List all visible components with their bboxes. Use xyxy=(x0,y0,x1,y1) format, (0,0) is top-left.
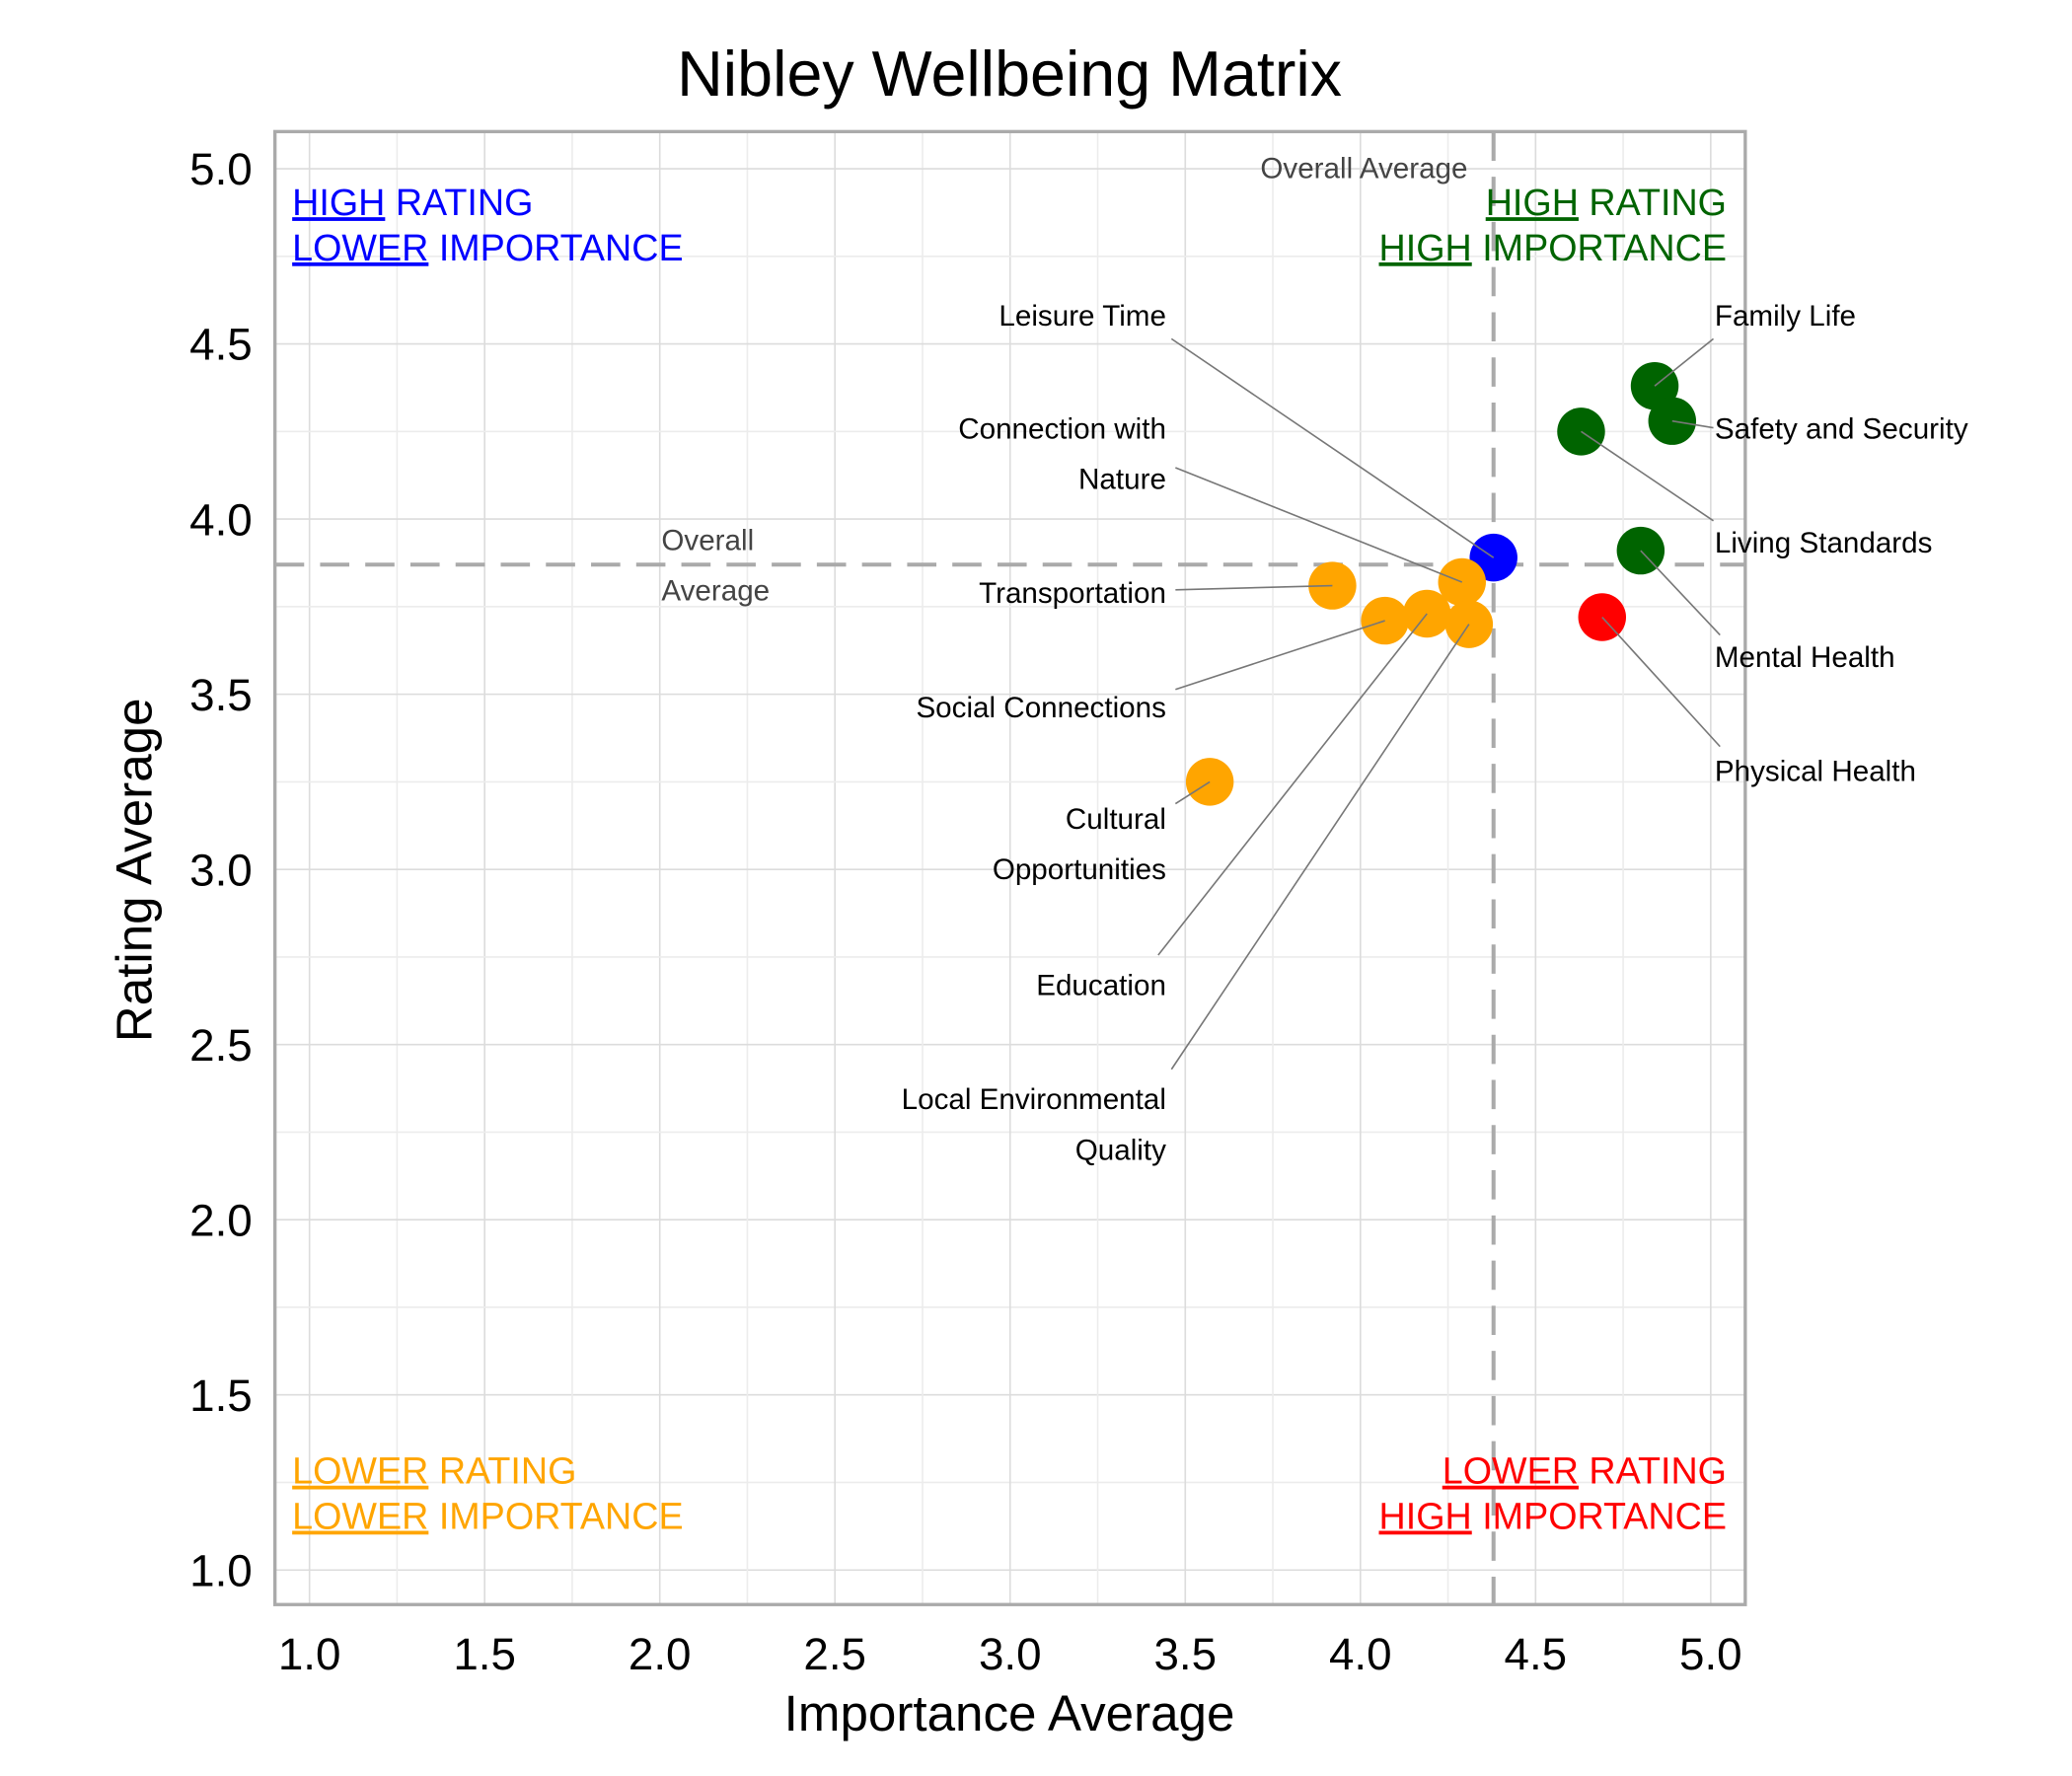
overall-average-x-label: Overall Average xyxy=(1260,152,1467,185)
y-tick-label: 5.0 xyxy=(189,144,253,194)
point-label-cultural-opportunities: Opportunities xyxy=(993,853,1166,886)
point-label-social-connections: Social Connections xyxy=(916,692,1165,724)
point-label-leisure-time: Leisure Time xyxy=(999,300,1166,333)
leader-line-physical-health xyxy=(1601,616,1721,748)
quadrant-label-bottom-left: LOWER IMPORTANCE xyxy=(292,1496,683,1537)
quadrant-label-bottom-left: LOWER RATING xyxy=(292,1450,576,1492)
leader-line-leisure-time xyxy=(1170,337,1495,558)
plot-border xyxy=(272,129,1747,1606)
x-tick-label: 1.5 xyxy=(453,1629,516,1679)
x-tick-label: 5.0 xyxy=(1679,1629,1742,1679)
quadrant-label-top-right: HIGH RATING xyxy=(1486,182,1727,223)
leader-line-cultural-opportunities xyxy=(1174,780,1211,805)
point-label-mental-health: Mental Health xyxy=(1715,641,1895,674)
y-tick-label: 1.0 xyxy=(189,1545,253,1595)
point-label-connection-with-nature: Connection with xyxy=(958,412,1166,445)
leader-line-connection-with-nature xyxy=(1175,467,1463,583)
label-word: RATING xyxy=(1579,1450,1727,1492)
x-tick-label: 2.0 xyxy=(629,1629,692,1679)
x-tick-label: 1.0 xyxy=(278,1629,341,1679)
x-axis-label: Importance Average xyxy=(784,1685,1235,1741)
leader-line-living-standards xyxy=(1581,430,1714,522)
leader-line-transportation xyxy=(1175,584,1333,591)
point-label-local-environmental-quality: Quality xyxy=(1075,1134,1166,1166)
x-tick-label: 3.5 xyxy=(1153,1629,1217,1679)
label-word: IMPORTANCE xyxy=(1472,1496,1727,1537)
leader-line-social-connections xyxy=(1175,620,1385,691)
underlined-word: HIGH xyxy=(1486,182,1579,223)
point-label-physical-health: Physical Health xyxy=(1715,756,1916,788)
tick-labels: 1.0 1.5 2.0 2.5 3.0 3.5 4.0 4.5 5.0 1.0 1.5 2.0 2.5 3… xyxy=(189,144,1741,1679)
point-label-local-environmental-quality: Local Environmental xyxy=(902,1083,1166,1116)
point-label-transportation: Transportation xyxy=(979,577,1166,610)
overall-average-y-label: Average xyxy=(661,575,770,608)
points xyxy=(1185,361,1697,806)
overall-average-lines: Overall Average Overall Average xyxy=(274,131,1745,1605)
quadrant-label-top-left: HIGH RATING xyxy=(292,182,533,223)
point-labels: Family Life Safety and Security Living Sta… xyxy=(902,300,1968,1166)
underlined-word: LOWER xyxy=(292,1450,428,1492)
overall-average-y-label: Overall xyxy=(661,524,754,556)
point-label-education: Education xyxy=(1036,969,1166,1001)
leader-line-family-life xyxy=(1654,337,1715,387)
y-tick-label: 4.5 xyxy=(189,320,253,370)
leader-line-mental-health xyxy=(1640,550,1721,636)
point-label-living-standards: Living Standards xyxy=(1715,527,1933,559)
point-label-connection-with-nature: Nature xyxy=(1078,463,1166,495)
x-tick-label: 4.0 xyxy=(1329,1629,1392,1679)
point-label-family-life: Family Life xyxy=(1715,300,1856,333)
quadrant-label-bottom-right: HIGH IMPORTANCE xyxy=(1379,1496,1727,1537)
underlined-word: HIGH xyxy=(1379,227,1472,268)
underlined-word: LOWER xyxy=(292,1496,428,1537)
label-word: RATING xyxy=(428,1450,576,1492)
leader-line-safety-and-security xyxy=(1671,419,1714,429)
quadrant-label-top-right: HIGH IMPORTANCE xyxy=(1379,227,1727,268)
y-tick-label: 3.5 xyxy=(189,670,253,720)
label-word: RATING xyxy=(385,182,533,223)
underlined-word: LOWER xyxy=(1443,1450,1579,1492)
label-word: RATING xyxy=(1579,182,1727,223)
underlined-word: HIGH xyxy=(1379,1496,1472,1537)
grid xyxy=(274,131,1745,1605)
y-tick-label: 2.5 xyxy=(189,1020,253,1071)
leader-lines xyxy=(1157,337,1721,1071)
label-word: IMPORTANCE xyxy=(1472,227,1727,268)
underlined-word: LOWER xyxy=(292,227,428,268)
x-tick-label: 3.0 xyxy=(979,1629,1042,1679)
x-tick-label: 2.5 xyxy=(803,1629,866,1679)
leader-line-education xyxy=(1157,613,1428,956)
x-tick-label: 4.5 xyxy=(1505,1629,1568,1679)
quadrant-label-top-left: LOWER IMPORTANCE xyxy=(292,227,683,268)
point-label-safety-and-security: Safety and Security xyxy=(1715,412,1968,445)
y-axis-label: Rating Average xyxy=(106,698,162,1042)
leader-line-local-environmental-quality xyxy=(1170,624,1470,1071)
chart-title: Nibley Wellbeing Matrix xyxy=(677,38,1342,110)
y-tick-label: 1.5 xyxy=(189,1370,253,1421)
point-label-cultural-opportunities: Cultural xyxy=(1066,803,1166,836)
y-tick-label: 2.0 xyxy=(189,1195,253,1245)
quadrant-label-bottom-right: LOWER RATING xyxy=(1443,1450,1727,1492)
y-tick-label: 3.0 xyxy=(189,845,253,895)
label-word: IMPORTANCE xyxy=(428,227,683,268)
y-tick-label: 4.0 xyxy=(189,494,253,545)
label-word: IMPORTANCE xyxy=(428,1496,683,1537)
underlined-word: HIGH xyxy=(292,182,385,223)
